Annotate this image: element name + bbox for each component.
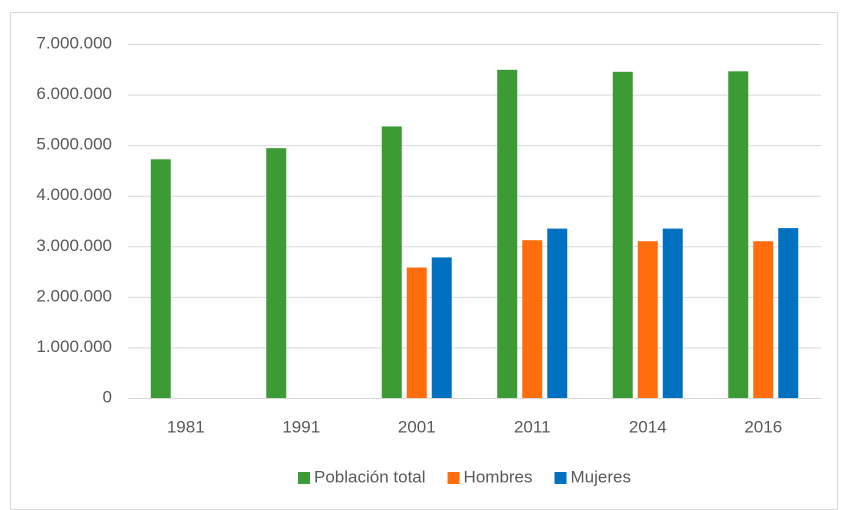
x-tick-label: 2016 (744, 417, 782, 436)
x-tick-label: 1981 (167, 417, 205, 436)
bar (150, 159, 171, 398)
y-tick-label: 7.000.000 (36, 33, 112, 52)
legend-swatch (447, 472, 460, 484)
x-tick-label: 2011 (514, 417, 551, 436)
bar (381, 126, 402, 398)
y-tick-label: 3.000.000 (36, 236, 112, 255)
y-tick-label: 0 (103, 387, 112, 406)
bar (728, 71, 749, 399)
bar (406, 267, 427, 398)
x-tick-label: 2001 (398, 417, 436, 436)
bar (522, 240, 543, 398)
bar (662, 228, 683, 398)
y-tick-label: 1.000.000 (36, 337, 112, 356)
y-tick-label: 2.000.000 (36, 286, 112, 305)
y-tick-label: 6.000.000 (36, 84, 112, 103)
bar (497, 69, 518, 398)
bar (431, 257, 452, 398)
bar (753, 241, 774, 398)
legend-swatch (554, 472, 567, 484)
x-tick-label: 1991 (282, 417, 320, 436)
y-tick-label: 5.000.000 (36, 135, 112, 154)
bar (612, 71, 633, 399)
x-tick-label: 2014 (629, 417, 667, 436)
legend-swatch (298, 472, 311, 484)
legend-label: Mujeres (571, 467, 631, 486)
y-tick-label: 4.000.000 (36, 185, 112, 204)
bar (778, 228, 799, 398)
bar (266, 148, 287, 398)
bar (637, 241, 658, 398)
bar (547, 228, 568, 398)
legend-label: Hombres (464, 467, 533, 486)
legend-label: Población total (314, 467, 426, 486)
